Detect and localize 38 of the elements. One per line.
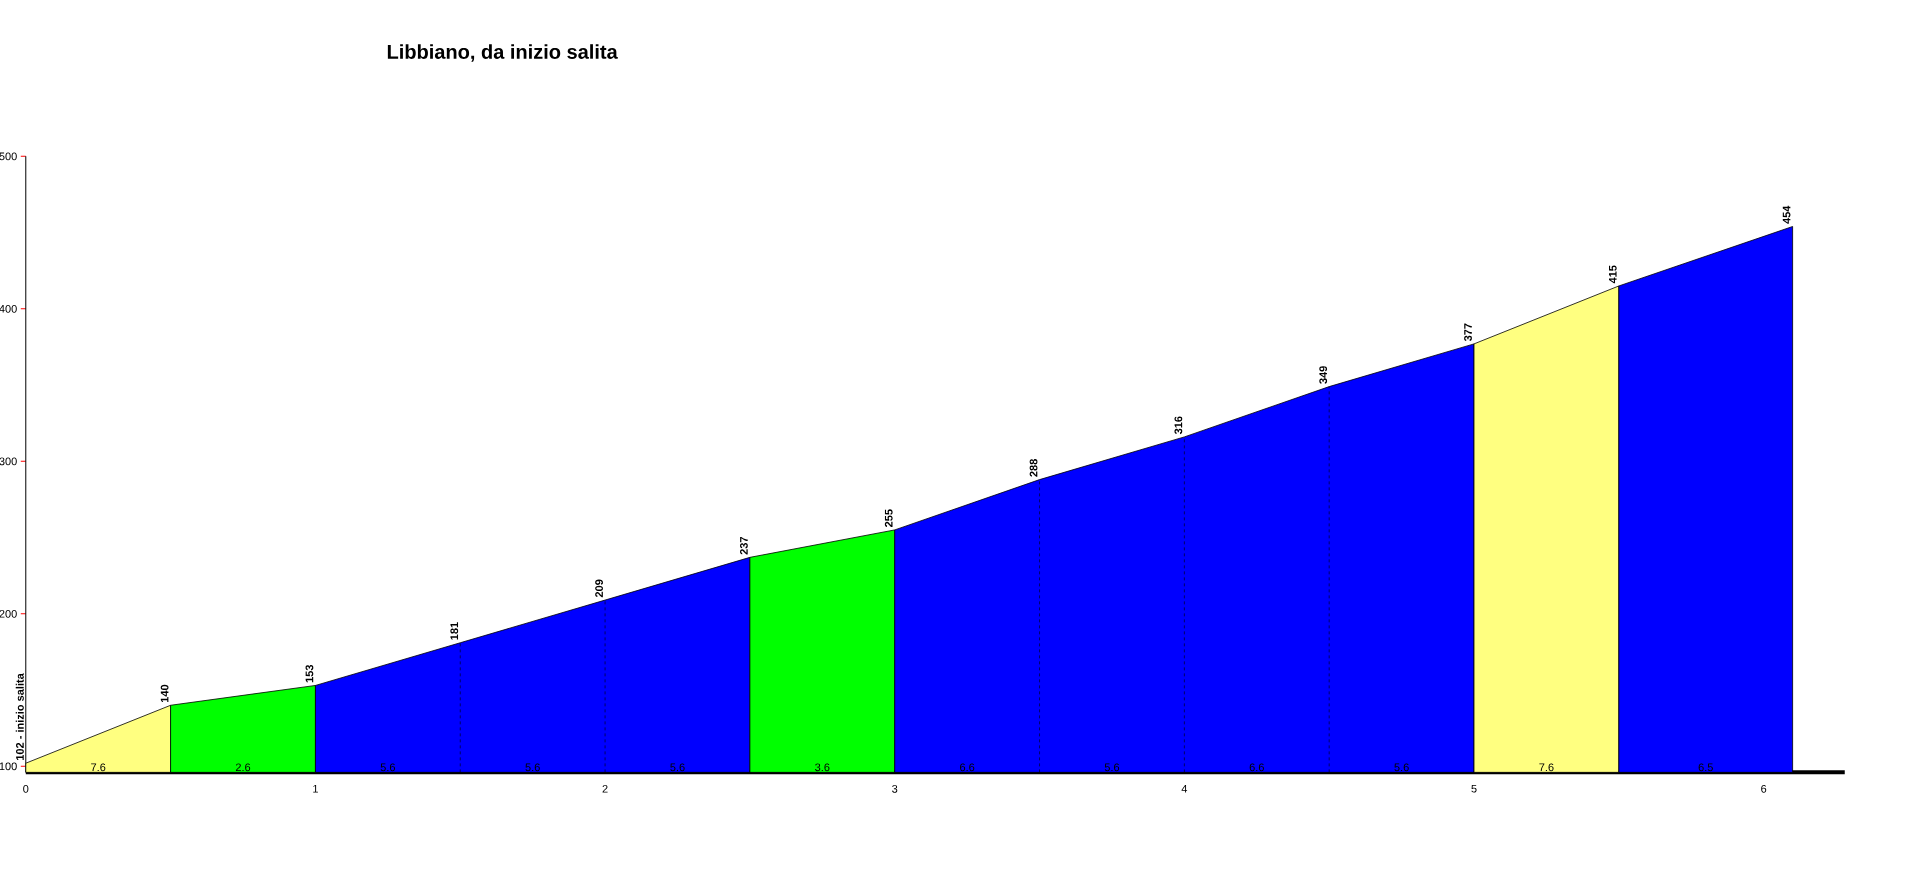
annotation: 5.6 — [380, 763, 395, 772]
x-tick-label: 0 — [23, 784, 29, 793]
x-tick-label: 6 — [1761, 784, 1767, 793]
annotation: 7.6 — [91, 763, 106, 772]
data-label: 288 — [1029, 459, 1038, 477]
data-label: 140 — [160, 684, 169, 703]
data-label: 316 — [1174, 416, 1183, 435]
data-label: 377 — [1464, 323, 1472, 342]
data-label: 153 — [305, 664, 314, 683]
annotation: 5.6 — [670, 763, 685, 772]
x-tick-label: 5 — [1471, 784, 1477, 793]
data-label: 454 — [1782, 205, 1791, 224]
annotation: 6.6 — [1249, 763, 1264, 772]
y-tick-label: 400 — [0, 304, 17, 313]
annotation: 6.6 — [960, 763, 975, 772]
data-label: 255 — [884, 509, 893, 528]
annotation: 5.6 — [525, 763, 540, 772]
data-label: 415 — [1609, 265, 1617, 284]
data-label: 349 — [1319, 366, 1328, 384]
x-tick-label: 4 — [1181, 784, 1188, 793]
data-label: 102 - inizio salita — [15, 673, 24, 760]
x-tick-label: 2 — [602, 784, 608, 793]
data-label: 209 — [595, 579, 603, 598]
y-tick-label: 500 — [0, 152, 17, 161]
y-tick-label: 100 — [0, 762, 17, 771]
annotation: 6.5 — [1698, 763, 1713, 772]
annotation: 7.6 — [1539, 763, 1554, 772]
annotation: 5.6 — [1104, 763, 1120, 772]
x-tick-label: 1 — [313, 784, 318, 793]
data-label: 181 — [450, 622, 459, 640]
y-tick-label: 300 — [0, 457, 17, 466]
annotation: 5.6 — [1394, 763, 1409, 772]
annotation: 2.6 — [235, 763, 251, 772]
data-label: 237 — [740, 536, 748, 555]
annotation: 3.6 — [815, 763, 830, 772]
x-tick-label: 3 — [892, 784, 898, 793]
chart-title: Libbiano, da inizio salita — [387, 44, 618, 62]
y-tick-label: 200 — [0, 609, 17, 618]
